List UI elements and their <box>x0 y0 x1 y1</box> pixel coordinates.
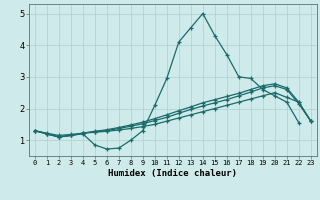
X-axis label: Humidex (Indice chaleur): Humidex (Indice chaleur) <box>108 169 237 178</box>
